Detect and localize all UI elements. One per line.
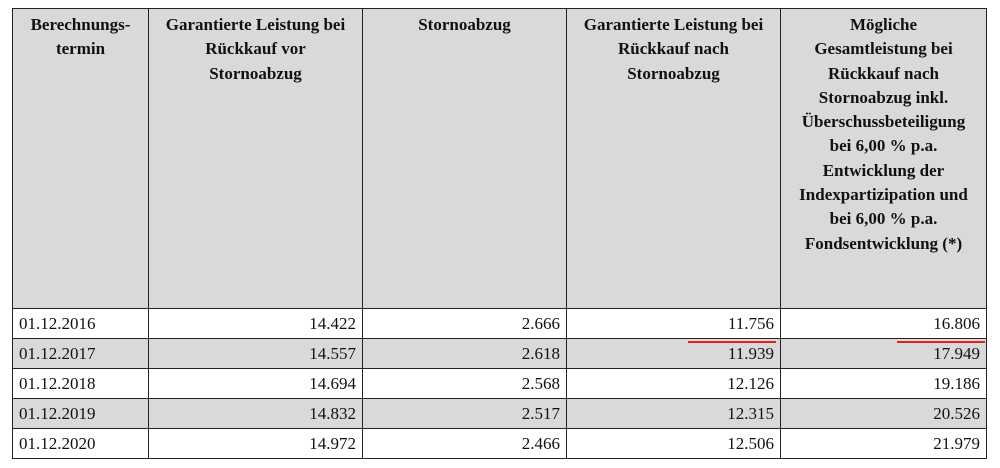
red-underline	[688, 341, 776, 343]
value-cell: 2.517	[362, 398, 567, 429]
header-cell: Berechnungs-termin	[12, 8, 149, 309]
value-cell: 14.422	[148, 308, 363, 339]
header-text: Rückkauf nach	[827, 63, 939, 83]
value-cell: 2.466	[362, 428, 567, 459]
header-text: Stornoabzug	[627, 63, 720, 83]
table-row: 01.12.2018 14.694 2.568 12.126 19.186	[12, 368, 987, 399]
red-underline	[897, 341, 985, 343]
table-body: 01.12.2016 14.422 2.666 11.756 16.806 01.12.2…	[12, 308, 987, 459]
value-cell: 19.186	[780, 368, 987, 399]
header-text: Garantierte Leistung bei	[583, 15, 764, 34]
table-row: 01.12.2017 14.557 2.618 11.939 17.949	[12, 338, 987, 369]
header-text: Indexpartizipation und	[799, 185, 968, 205]
header-text: Stornoabzug	[418, 15, 511, 34]
date-cell: 01.12.2016	[12, 308, 149, 339]
value-cell: 14.972	[148, 428, 363, 459]
header-text: Entwicklung der	[822, 160, 945, 180]
value-cell: 12.315	[566, 398, 781, 429]
header-cell: Garantierte Leistung bei Rückkauf nach Sto…	[566, 8, 781, 309]
header-text: Stornoabzug inkl.	[818, 87, 949, 107]
value-cell: 2.666	[362, 308, 567, 339]
value-cell: 21.979	[780, 428, 987, 459]
header-text: termin	[55, 39, 106, 59]
value-cell: 12.126	[566, 368, 781, 399]
value-cell: 17.949	[780, 338, 987, 369]
value-cell: 20.526	[780, 398, 987, 429]
table-row: 01.12.2020 14.972 2.466 12.506 21.979	[12, 428, 987, 459]
value-cell: 14.832	[148, 398, 363, 429]
value-cell: 14.694	[148, 368, 363, 399]
table-row: 01.12.2019 14.832 2.517 12.315 20.526	[12, 398, 987, 429]
header-text: Garantierte Leistung bei	[165, 15, 346, 34]
value-cell: 2.618	[362, 338, 567, 369]
header-row: Berechnungs-termin Garantierte Leistung b…	[12, 8, 987, 309]
date-cell: 01.12.2018	[12, 368, 149, 399]
header-cell: Stornoabzug	[362, 8, 567, 309]
date-cell: 01.12.2019	[12, 398, 149, 429]
surrender-table: Berechnungs-termin Garantierte Leistung b…	[12, 8, 987, 459]
value-cell: 11.756	[566, 308, 781, 339]
header-text: Mögliche	[849, 15, 918, 34]
header-text: Fondsentwicklung (*)	[804, 233, 963, 253]
value-cell: 11.939	[566, 338, 781, 369]
header-text: Rückkauf nach	[617, 39, 729, 59]
header-cell: Garantierte Leistung bei Rückkauf vor Stor…	[148, 8, 363, 309]
header-text: Rückkauf vor	[205, 39, 306, 59]
header-text: Gesamtleistung bei	[814, 39, 953, 59]
header-text: bei 6,00 % p.a.	[829, 209, 938, 229]
header-text: Berechnungs-	[30, 15, 131, 34]
value-cell: 14.557	[148, 338, 363, 369]
header-text: Stornoabzug	[209, 63, 302, 83]
value-cell: 16.806	[780, 308, 987, 339]
value-cell: 12.506	[566, 428, 781, 459]
header-text: bei 6,00 % p.a.	[829, 136, 938, 156]
header-text: Überschussbeteiligung	[801, 112, 966, 132]
date-cell: 01.12.2017	[12, 338, 149, 369]
table-row: 01.12.2016 14.422 2.666 11.756 16.806	[12, 308, 987, 339]
date-cell: 01.12.2020	[12, 428, 149, 459]
value-cell: 2.568	[362, 368, 567, 399]
header-cell: Mögliche Gesamtleistung bei Rückkauf nach S…	[780, 8, 987, 309]
